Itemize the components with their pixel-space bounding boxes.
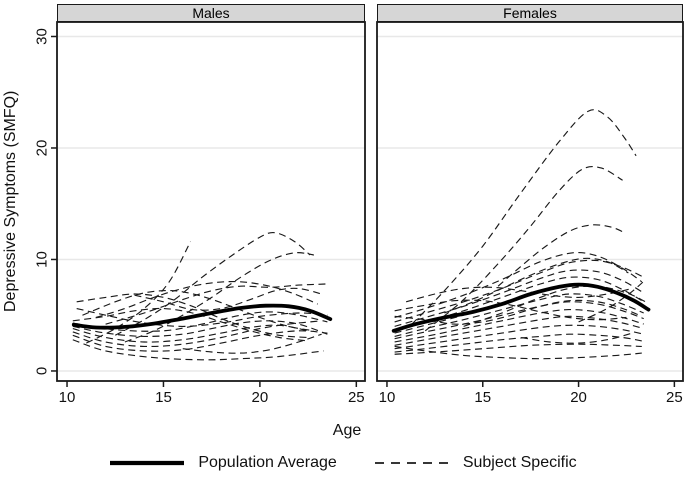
subject-specific-curve — [76, 307, 328, 327]
panel-border — [56, 21, 366, 382]
subject-specific-curve — [394, 284, 644, 334]
facet-strip-males: Males — [57, 4, 365, 22]
legend-label-population-average: Population Average — [198, 454, 337, 471]
population-average-curve — [391, 282, 651, 333]
x-tick-label: 25 — [666, 389, 683, 406]
panel-border — [376, 21, 684, 382]
x-tick-label: 10 — [379, 389, 396, 406]
subject-specific-curve — [394, 269, 644, 327]
subject-specific-curve — [394, 345, 642, 360]
subject-specific-curve — [72, 311, 328, 332]
subject-specific-curve — [76, 293, 309, 339]
subject-specific-curve — [72, 330, 328, 352]
x-tick-label: 25 — [348, 389, 365, 406]
females-curves — [391, 109, 651, 360]
subject-specific-curve — [411, 109, 637, 325]
subject-specific-curve — [394, 299, 643, 325]
x-tick-label: 20 — [570, 389, 587, 406]
subject-specific-curve — [394, 259, 644, 323]
subject-specific-curve — [520, 332, 633, 344]
subject-specific-curve — [72, 339, 324, 361]
x-tick-label: 15 — [155, 389, 172, 406]
subject-specific-curve — [424, 165, 623, 332]
facet-title-females: Females — [503, 5, 557, 21]
subject-specific-curve — [394, 299, 627, 321]
subject-specific-curve — [394, 343, 642, 355]
males-panel: 10 15 20 25 0 10 20 30 — [34, 21, 366, 406]
facet-strip-females: Females — [377, 4, 683, 22]
y-tick-label: 20 — [34, 140, 51, 157]
subject-specific-curve — [124, 252, 314, 343]
subject-specific-curve — [82, 289, 314, 332]
subject-specific-curve — [72, 324, 309, 343]
subject-specific-curve — [86, 241, 192, 344]
males-curves — [71, 231, 333, 361]
y-tick-label: 10 — [34, 251, 51, 268]
females-panel: 10 15 20 25 — [376, 21, 684, 406]
subject-specific-curve — [405, 286, 633, 303]
subject-specific-curve — [114, 231, 311, 336]
subject-specific-curve — [394, 251, 643, 319]
y-tick-label: 30 — [34, 28, 51, 45]
subject-specific-curve — [578, 279, 646, 323]
subject-specific-curve — [394, 293, 644, 337]
y-axis-label: Depressive Symptoms (SMFQ) — [2, 90, 19, 313]
x-tick-label: 15 — [474, 389, 491, 406]
subject-specific-curve — [394, 276, 644, 331]
subject-specific-curve — [95, 280, 318, 319]
y-tick-label: 0 — [34, 367, 51, 375]
x-axis-label: Age — [332, 422, 362, 439]
subject-specific-curve — [394, 333, 642, 353]
subject-specific-curve — [394, 324, 644, 350]
subject-specific-curve — [497, 224, 625, 287]
legend-item-population-average: Population Average — [108, 454, 337, 472]
subject-specific-curve — [182, 333, 322, 354]
subject-specific-curve — [463, 285, 646, 327]
legend-item-subject-specific: Subject Specific — [373, 454, 577, 472]
facet-title-males: Males — [192, 5, 230, 21]
subject-specific-curve — [105, 283, 326, 325]
legend-label-subject-specific: Subject Specific — [462, 454, 577, 471]
population-average-curve — [71, 303, 333, 330]
dashed-line-key-icon — [374, 462, 449, 464]
subject-specific-curve — [394, 309, 644, 343]
legend: Population Average Subject Specific — [0, 450, 685, 476]
x-tick-label: 10 — [59, 389, 76, 406]
subject-specific-curve — [444, 257, 629, 314]
subject-specific-curve — [134, 287, 322, 311]
subject-specific-curve — [72, 320, 322, 348]
subject-specific-curve — [394, 315, 644, 346]
subject-specific-curve — [72, 307, 309, 342]
x-tick-label: 20 — [252, 389, 269, 406]
solid-line-key-icon — [110, 460, 185, 466]
subject-specific-curve — [72, 320, 328, 337]
